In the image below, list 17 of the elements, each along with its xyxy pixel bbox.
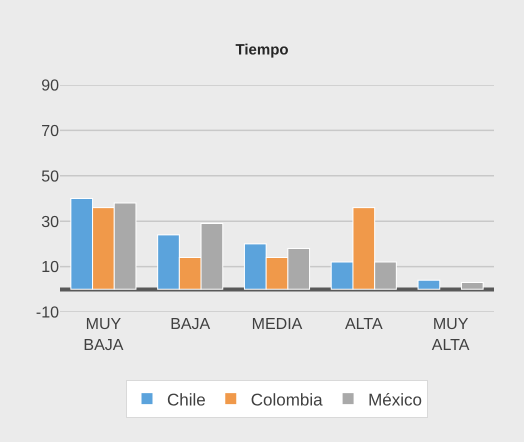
x-tick-label: ALTA — [344, 316, 383, 333]
x-tick-label: BAJA — [170, 316, 211, 333]
x-tick-label: MUY ALTA — [432, 316, 470, 354]
bar — [460, 282, 484, 290]
y-tick-label: 10 — [41, 259, 60, 276]
bar — [418, 280, 440, 290]
x-tick-label: MUY BAJA — [83, 316, 124, 354]
chart-title: Tiempo — [235, 42, 289, 59]
legend-label: Colombia — [250, 390, 324, 410]
y-tick-label: 70 — [41, 123, 60, 140]
y-tick-label: 50 — [41, 168, 60, 186]
x-tick-label: MEDIA — [252, 316, 303, 333]
y-tick-label: 30 — [41, 214, 60, 231]
legend-label: México — [368, 390, 422, 410]
y-tick-label: -10 — [36, 304, 60, 322]
y-tick-label: 90 — [41, 78, 60, 95]
legend-label: Chile — [167, 390, 206, 410]
